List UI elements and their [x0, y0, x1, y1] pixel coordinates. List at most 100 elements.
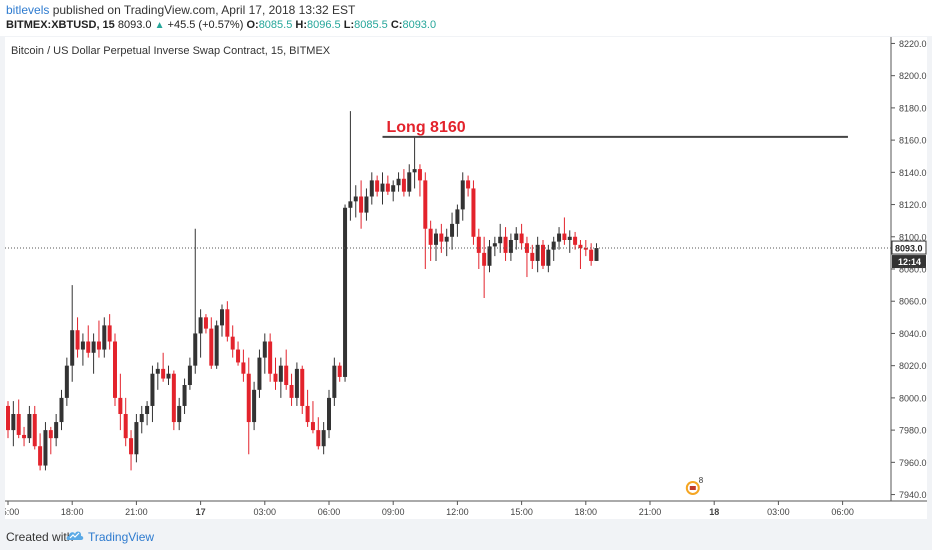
time-tick-label: 18 — [709, 507, 719, 517]
candle-body — [428, 228, 433, 245]
symbol-name: BITMEX:XBTUSD, 15 — [6, 19, 115, 31]
candle-body — [380, 183, 385, 192]
candle-body — [348, 201, 353, 208]
high-value: 8096.5 — [307, 19, 341, 31]
candle-body — [578, 244, 583, 249]
candle-body — [225, 309, 230, 337]
chart-title: Bitcoin / US Dollar Perpetual Inverse Sw… — [11, 45, 331, 57]
candle-body — [134, 422, 139, 455]
candle-body — [123, 414, 128, 439]
candle-body — [22, 434, 27, 439]
candle-body — [439, 233, 444, 242]
candle-body — [316, 430, 321, 447]
axes: 8220.0 8200.0 8180.0 8160.0 8140.0 8120.0 8100… — [5, 37, 927, 517]
candlestick-chart[interactable]: Bitcoin / US Dollar Perpetual Inverse Sw… — [5, 37, 927, 519]
time-tick-label: 06:00 — [831, 507, 854, 517]
candle-body — [102, 325, 107, 350]
candle-body — [241, 362, 246, 374]
candle-body — [508, 240, 513, 253]
chart-background — [5, 37, 927, 519]
candle-body — [519, 233, 524, 244]
candle-body — [113, 341, 117, 398]
candle-body — [375, 180, 380, 192]
publish-info: bitlevels published on TradingView.com, … — [6, 3, 355, 17]
candle-body — [385, 183, 390, 192]
candle-body — [32, 414, 37, 447]
candle-body — [268, 341, 273, 374]
candle-body — [589, 249, 594, 261]
candle-body — [289, 385, 294, 398]
candle-body — [193, 333, 198, 366]
candle-body — [401, 178, 406, 192]
candles — [6, 111, 599, 471]
candle-body — [214, 325, 219, 366]
candle-body — [80, 341, 85, 350]
candle-body — [573, 236, 578, 245]
time-tick-label: 21:00 — [639, 507, 662, 517]
candle-body — [43, 430, 48, 466]
candle-body — [353, 196, 358, 202]
price-tick-label: 7940.0 — [899, 490, 927, 500]
candle-body — [284, 365, 289, 385]
candle-body — [75, 330, 80, 350]
candle-body — [118, 397, 123, 414]
candle-body — [337, 365, 342, 377]
candle-body — [11, 414, 16, 431]
candle-body — [535, 244, 540, 261]
candle-body — [59, 397, 64, 423]
candle-body — [6, 405, 10, 431]
time-tick-label: 18:00 — [575, 507, 598, 517]
last-price-tag — [891, 240, 927, 255]
candle-body — [187, 365, 192, 385]
candle-body — [310, 422, 315, 431]
event-count-label: 8 — [699, 476, 704, 485]
candle-body — [246, 373, 251, 423]
candle-body — [487, 246, 492, 266]
chart-header: bitlevels published on TradingView.com, … — [0, 0, 932, 36]
time-tick-label: 15:00 — [510, 507, 533, 517]
last-price-label: 8093.0 — [895, 244, 923, 254]
candle-body — [145, 405, 150, 414]
candle-body — [562, 233, 567, 240]
candle-body — [38, 446, 43, 466]
candle-body — [423, 180, 428, 229]
candle-body — [198, 317, 203, 334]
price-tick-label: 8100.0 — [899, 232, 927, 242]
candle-body — [492, 243, 497, 247]
tradingview-logo-icon[interactable] — [66, 528, 84, 542]
open-value: 8085.5 — [258, 19, 293, 31]
candle-body — [327, 397, 331, 431]
candle-body — [460, 180, 465, 210]
candle-body — [396, 178, 401, 186]
candle-body — [321, 430, 326, 447]
candle-body — [466, 180, 471, 189]
time-tick-label: 09:00 — [382, 507, 405, 517]
candle-body — [16, 414, 21, 435]
candle-body — [155, 368, 160, 374]
candle-body — [530, 252, 535, 261]
time-tick-label: 03:00 — [767, 507, 790, 517]
candle-body — [407, 172, 412, 192]
time-tick-label: 18:00 — [61, 507, 84, 517]
candle-body — [434, 233, 438, 245]
author-link[interactable]: bitlevels — [6, 3, 50, 17]
candle-body — [583, 248, 588, 250]
price-tick-label: 8040.0 — [899, 329, 927, 339]
annotations: 8093.0 12:14 Long 8160 8 — [5, 119, 927, 495]
candle-body — [150, 373, 155, 406]
candle-body — [70, 330, 75, 366]
price-tick-label: 8200.0 — [899, 71, 927, 81]
tradingview-brand[interactable]: TradingView — [88, 530, 155, 544]
candle-body — [546, 249, 551, 266]
candle-body — [129, 438, 134, 455]
price-tick-label: 8080.0 — [899, 265, 927, 275]
candle-body — [161, 368, 166, 379]
time-tick-label: 12:00 — [446, 507, 469, 517]
long-entry-label: Long 8160 — [387, 119, 466, 136]
candle-body — [551, 241, 556, 250]
candle-body — [64, 365, 69, 398]
candle-body — [305, 405, 310, 423]
created-with-text: Created with — [6, 530, 74, 544]
price-tick-label: 8000.0 — [899, 393, 927, 403]
candle-body — [209, 328, 214, 366]
